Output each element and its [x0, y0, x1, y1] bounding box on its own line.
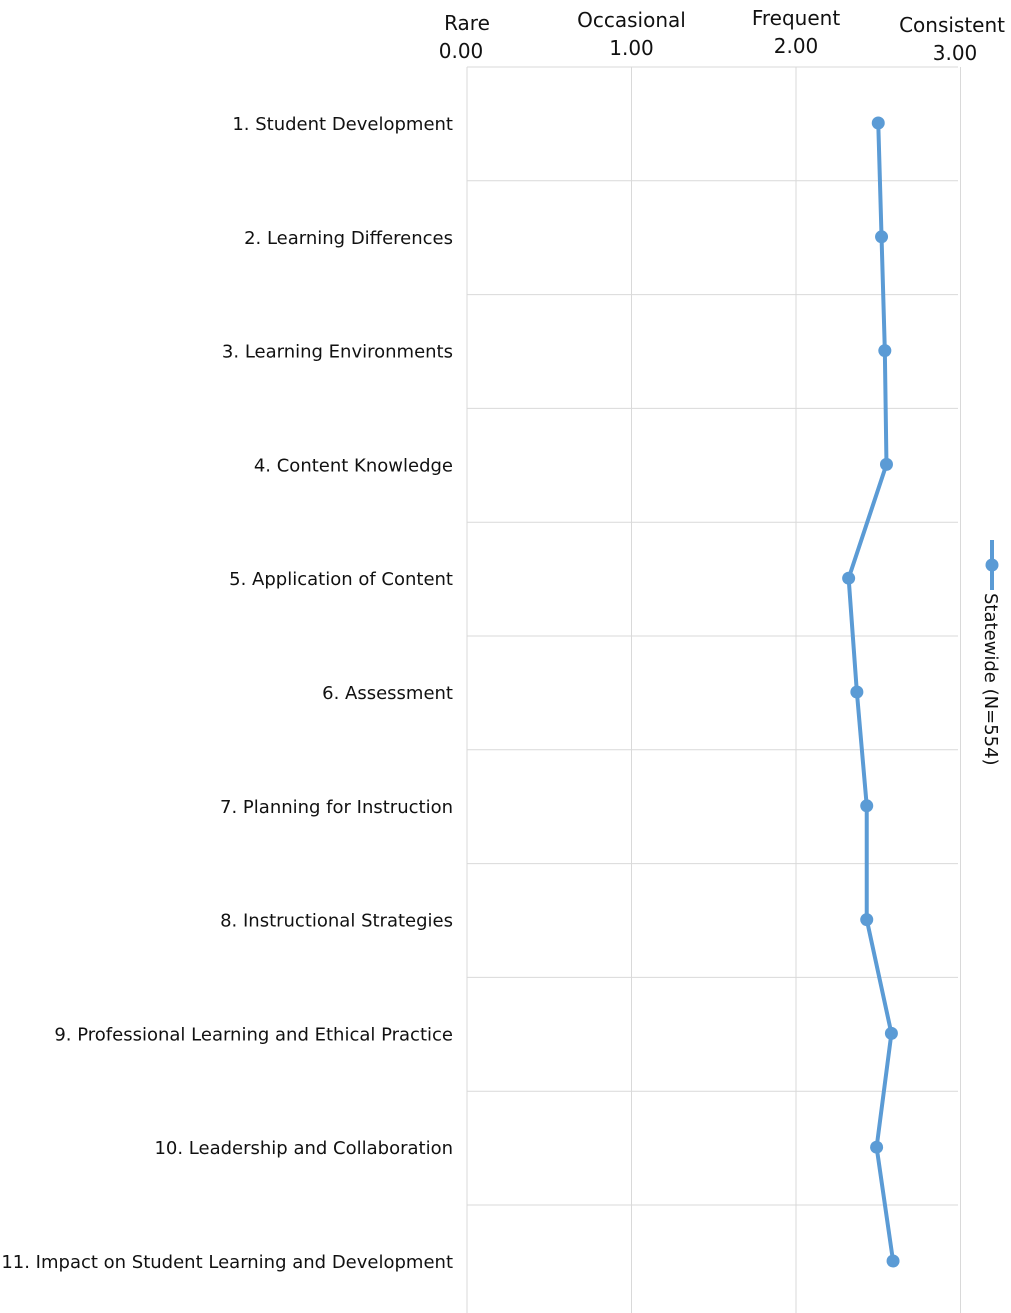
x-tick-name: Rare: [444, 11, 490, 35]
x-tick-label: 1.00: [609, 36, 654, 60]
data-point: [886, 1254, 900, 1268]
category-label: 10. Leadership and Collaboration: [154, 1138, 453, 1159]
x-axis: Rare 0.00 Occasional 1.00 Frequent 2.00 Consis…: [439, 6, 1005, 65]
data-point: [871, 116, 885, 130]
x-tick-name: Consistent: [899, 13, 1005, 37]
x-tick-label: 2.00: [774, 34, 819, 58]
legend-label: Statewide (N=554): [980, 593, 1001, 766]
x-tick-label: 0.00: [439, 39, 484, 63]
data-point: [879, 457, 893, 471]
category-label: 3. Learning Environments: [222, 342, 453, 363]
data-point: [860, 799, 874, 813]
data-point: [870, 1140, 884, 1154]
series: [842, 116, 900, 1268]
category-axis: 1. Student Development 2. Learning Differ…: [1, 114, 453, 1273]
category-label: 2. Learning Differences: [244, 228, 453, 249]
data-point: [860, 913, 874, 927]
category-label: 5. Application of Content: [229, 569, 453, 590]
x-tick-name: Frequent: [752, 6, 840, 30]
category-label: 6. Assessment: [322, 683, 453, 704]
category-label: 9. Professional Learning and Ethical Pra…: [54, 1024, 453, 1045]
grid: [466, 66, 961, 1313]
category-label: 7. Planning for Instruction: [220, 797, 453, 818]
data-point: [878, 344, 892, 358]
data-point: [842, 571, 856, 585]
category-label: 8. Instructional Strategies: [220, 911, 453, 932]
data-point: [850, 685, 864, 699]
legend-marker-icon: [985, 558, 999, 572]
category-label: 4. Content Knowledge: [254, 455, 453, 476]
legend: Statewide (N=554): [980, 540, 1001, 766]
category-label: 11. Impact on Student Learning and Devel…: [1, 1252, 453, 1273]
data-point: [884, 1026, 898, 1040]
data-point: [875, 230, 889, 244]
x-tick-label: 3.00: [933, 41, 978, 65]
x-tick-name: Occasional: [577, 8, 686, 32]
category-label: 1. Student Development: [232, 114, 453, 135]
